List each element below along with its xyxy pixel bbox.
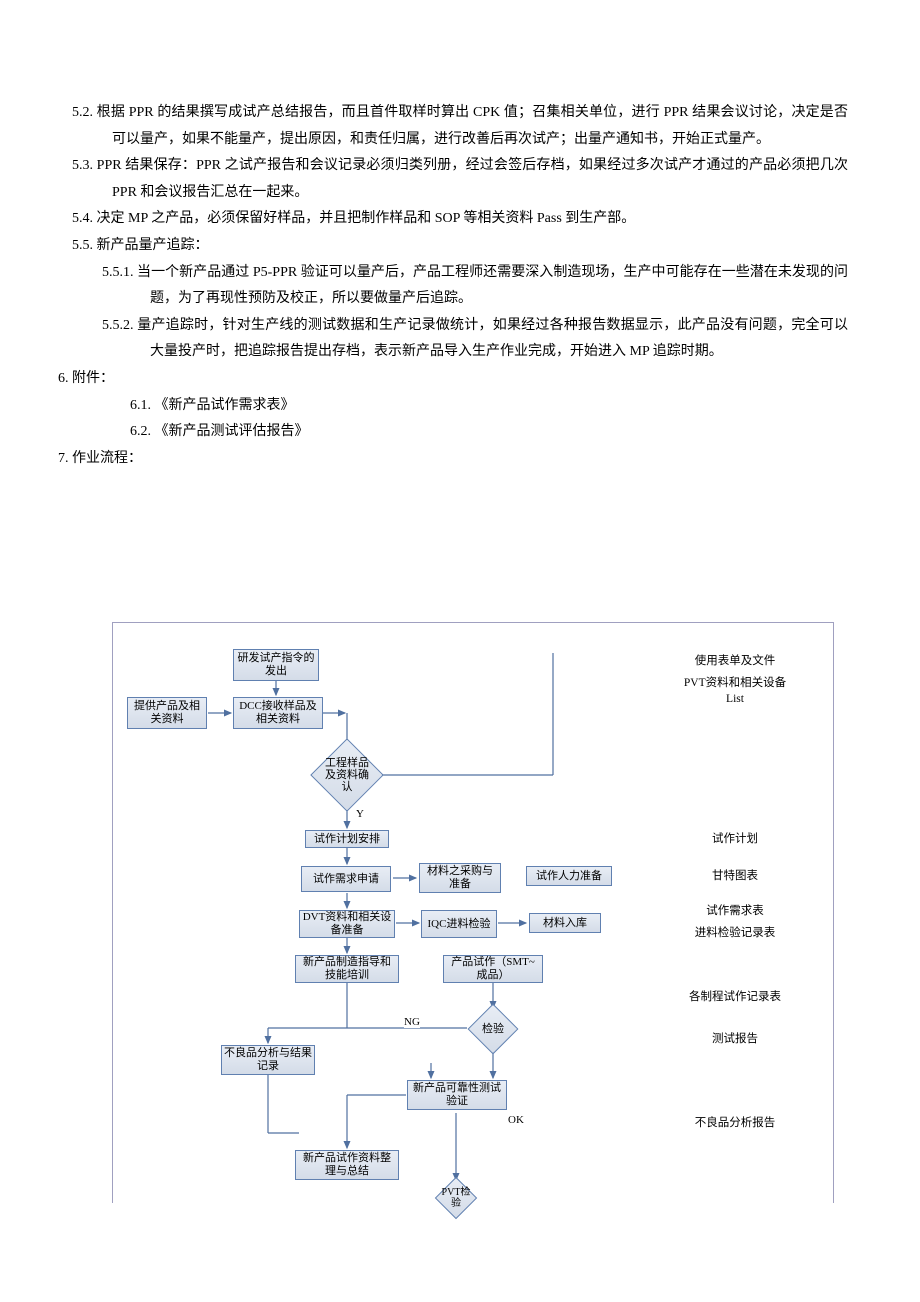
para-5-3: 5.3. PPR 结果保存：PPR 之试产报告和会议记录必须归类列册，经过会签后… bbox=[72, 153, 848, 206]
node-inspect: 检验 bbox=[475, 1011, 511, 1047]
para-5-4: 5.4. 决定 MP 之产品，必须保留好样品，并且把制作样品和 SOP 等相关资… bbox=[72, 206, 848, 233]
node-pvt: PVT检验 bbox=[441, 1183, 471, 1213]
node-plan: 试作计划安排 bbox=[305, 830, 389, 848]
node-trial: 产品试作（SMT~成品） bbox=[443, 955, 543, 983]
node-guide: 新产品制造指导和技能培训 bbox=[295, 955, 399, 983]
side-pvt-list: PVT资料和相关设备List bbox=[675, 675, 795, 707]
side-demand-sheet: 试作需求表 bbox=[675, 903, 795, 919]
para-5-5-2: 5.5.2. 量产追踪时，针对生产线的测试数据和生产记录做统计，如果经过各种报告… bbox=[72, 313, 848, 366]
node-manpower: 试作人力准备 bbox=[526, 866, 612, 886]
label-ok: OK bbox=[508, 1114, 524, 1126]
side-gantt: 甘特图表 bbox=[675, 868, 795, 884]
side-header: 使用表单及文件 bbox=[675, 653, 795, 669]
node-provide: 提供产品及相关资料 bbox=[127, 697, 207, 729]
para-5-2: 5.2. 根据 PPR 的结果撰写成试产总结报告，而且首件取样时算出 CPK 值… bbox=[72, 100, 848, 153]
node-reliability: 新产品可靠性测试验证 bbox=[407, 1080, 507, 1110]
node-defect: 不良品分析与结果记录 bbox=[221, 1045, 315, 1075]
node-start: 研发试产指令的发出 bbox=[233, 649, 319, 681]
para-5-5-1: 5.5.1. 当一个新产品通过 P5-PPR 验证可以量产后，产品工程师还需要深… bbox=[72, 260, 848, 313]
node-dvt-prep: DVT资料和相关设备准备 bbox=[299, 910, 395, 938]
node-summary: 新产品试作资料整理与总结 bbox=[295, 1150, 399, 1180]
side-test-report: 测试报告 bbox=[675, 1031, 795, 1047]
node-iqc: IQC进料检验 bbox=[421, 910, 497, 938]
node-demand: 试作需求申请 bbox=[301, 866, 391, 892]
node-stock: 材料入库 bbox=[529, 913, 601, 933]
node-material-buy: 材料之采购与准备 bbox=[419, 863, 501, 893]
node-dcc: DCC接收样品及相关资料 bbox=[233, 697, 323, 729]
flowchart: 研发试产指令的发出 提供产品及相关资料 DCC接收样品及相关资料 工程样品及资料… bbox=[112, 622, 834, 1203]
para-6: 6. 附件： bbox=[58, 366, 848, 393]
side-process-record: 各制程试作记录表 bbox=[675, 989, 795, 1005]
label-ng: NG bbox=[404, 1016, 420, 1028]
side-iqc-record: 进料检验记录表 bbox=[675, 925, 795, 941]
node-eng-confirm: 工程样品及资料确认 bbox=[321, 749, 373, 801]
para-5-5: 5.5. 新产品量产追踪： bbox=[72, 233, 848, 260]
side-trial-plan: 试作计划 bbox=[675, 831, 795, 847]
side-defect-report: 不良品分析报告 bbox=[675, 1115, 795, 1131]
document-page: 5.2. 根据 PPR 的结果撰写成试产总结报告，而且首件取样时算出 CPK 值… bbox=[0, 0, 920, 1223]
para-6-2: 6.2. 《新产品测试评估报告》 bbox=[72, 419, 848, 446]
label-y: Y bbox=[356, 808, 364, 820]
para-6-1: 6.1. 《新产品试作需求表》 bbox=[72, 393, 848, 420]
text-body: 5.2. 根据 PPR 的结果撰写成试产总结报告，而且首件取样时算出 CPK 值… bbox=[72, 100, 848, 472]
para-7: 7. 作业流程： bbox=[58, 446, 848, 473]
